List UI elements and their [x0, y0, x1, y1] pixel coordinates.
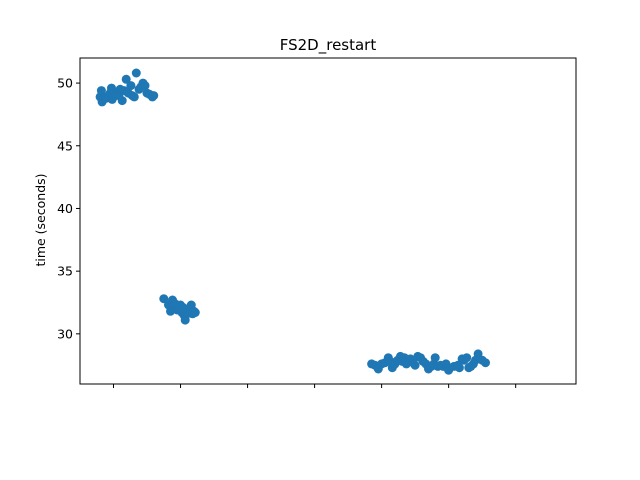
data-point: [410, 360, 420, 370]
x-axis-ticks: [113, 384, 517, 388]
data-point: [454, 363, 464, 373]
data-point: [121, 74, 131, 84]
data-point: [140, 81, 150, 91]
data-point: [190, 308, 200, 317]
chart-title: FS2D_restart: [280, 36, 377, 55]
y-tick-label: 30: [57, 326, 73, 341]
y-tick-label: 40: [57, 201, 73, 216]
data-point: [462, 353, 472, 363]
y-tick-label: 35: [57, 264, 73, 279]
y-tick-label: 50: [57, 76, 73, 91]
data-point: [149, 91, 159, 101]
data-point: [159, 294, 169, 304]
data-point: [481, 358, 490, 368]
data-point: [131, 68, 141, 78]
plot-frame: [79, 57, 577, 385]
data-point: [129, 92, 139, 102]
data-points: [95, 68, 490, 375]
data-point: [430, 353, 440, 363]
y-axis-ticks: 30 35 40 45 50: [57, 76, 80, 341]
y-tick-label: 45: [57, 138, 73, 153]
data-point: [126, 81, 136, 91]
data-point: [117, 96, 127, 106]
y-axis-label: time (seconds): [33, 173, 48, 266]
